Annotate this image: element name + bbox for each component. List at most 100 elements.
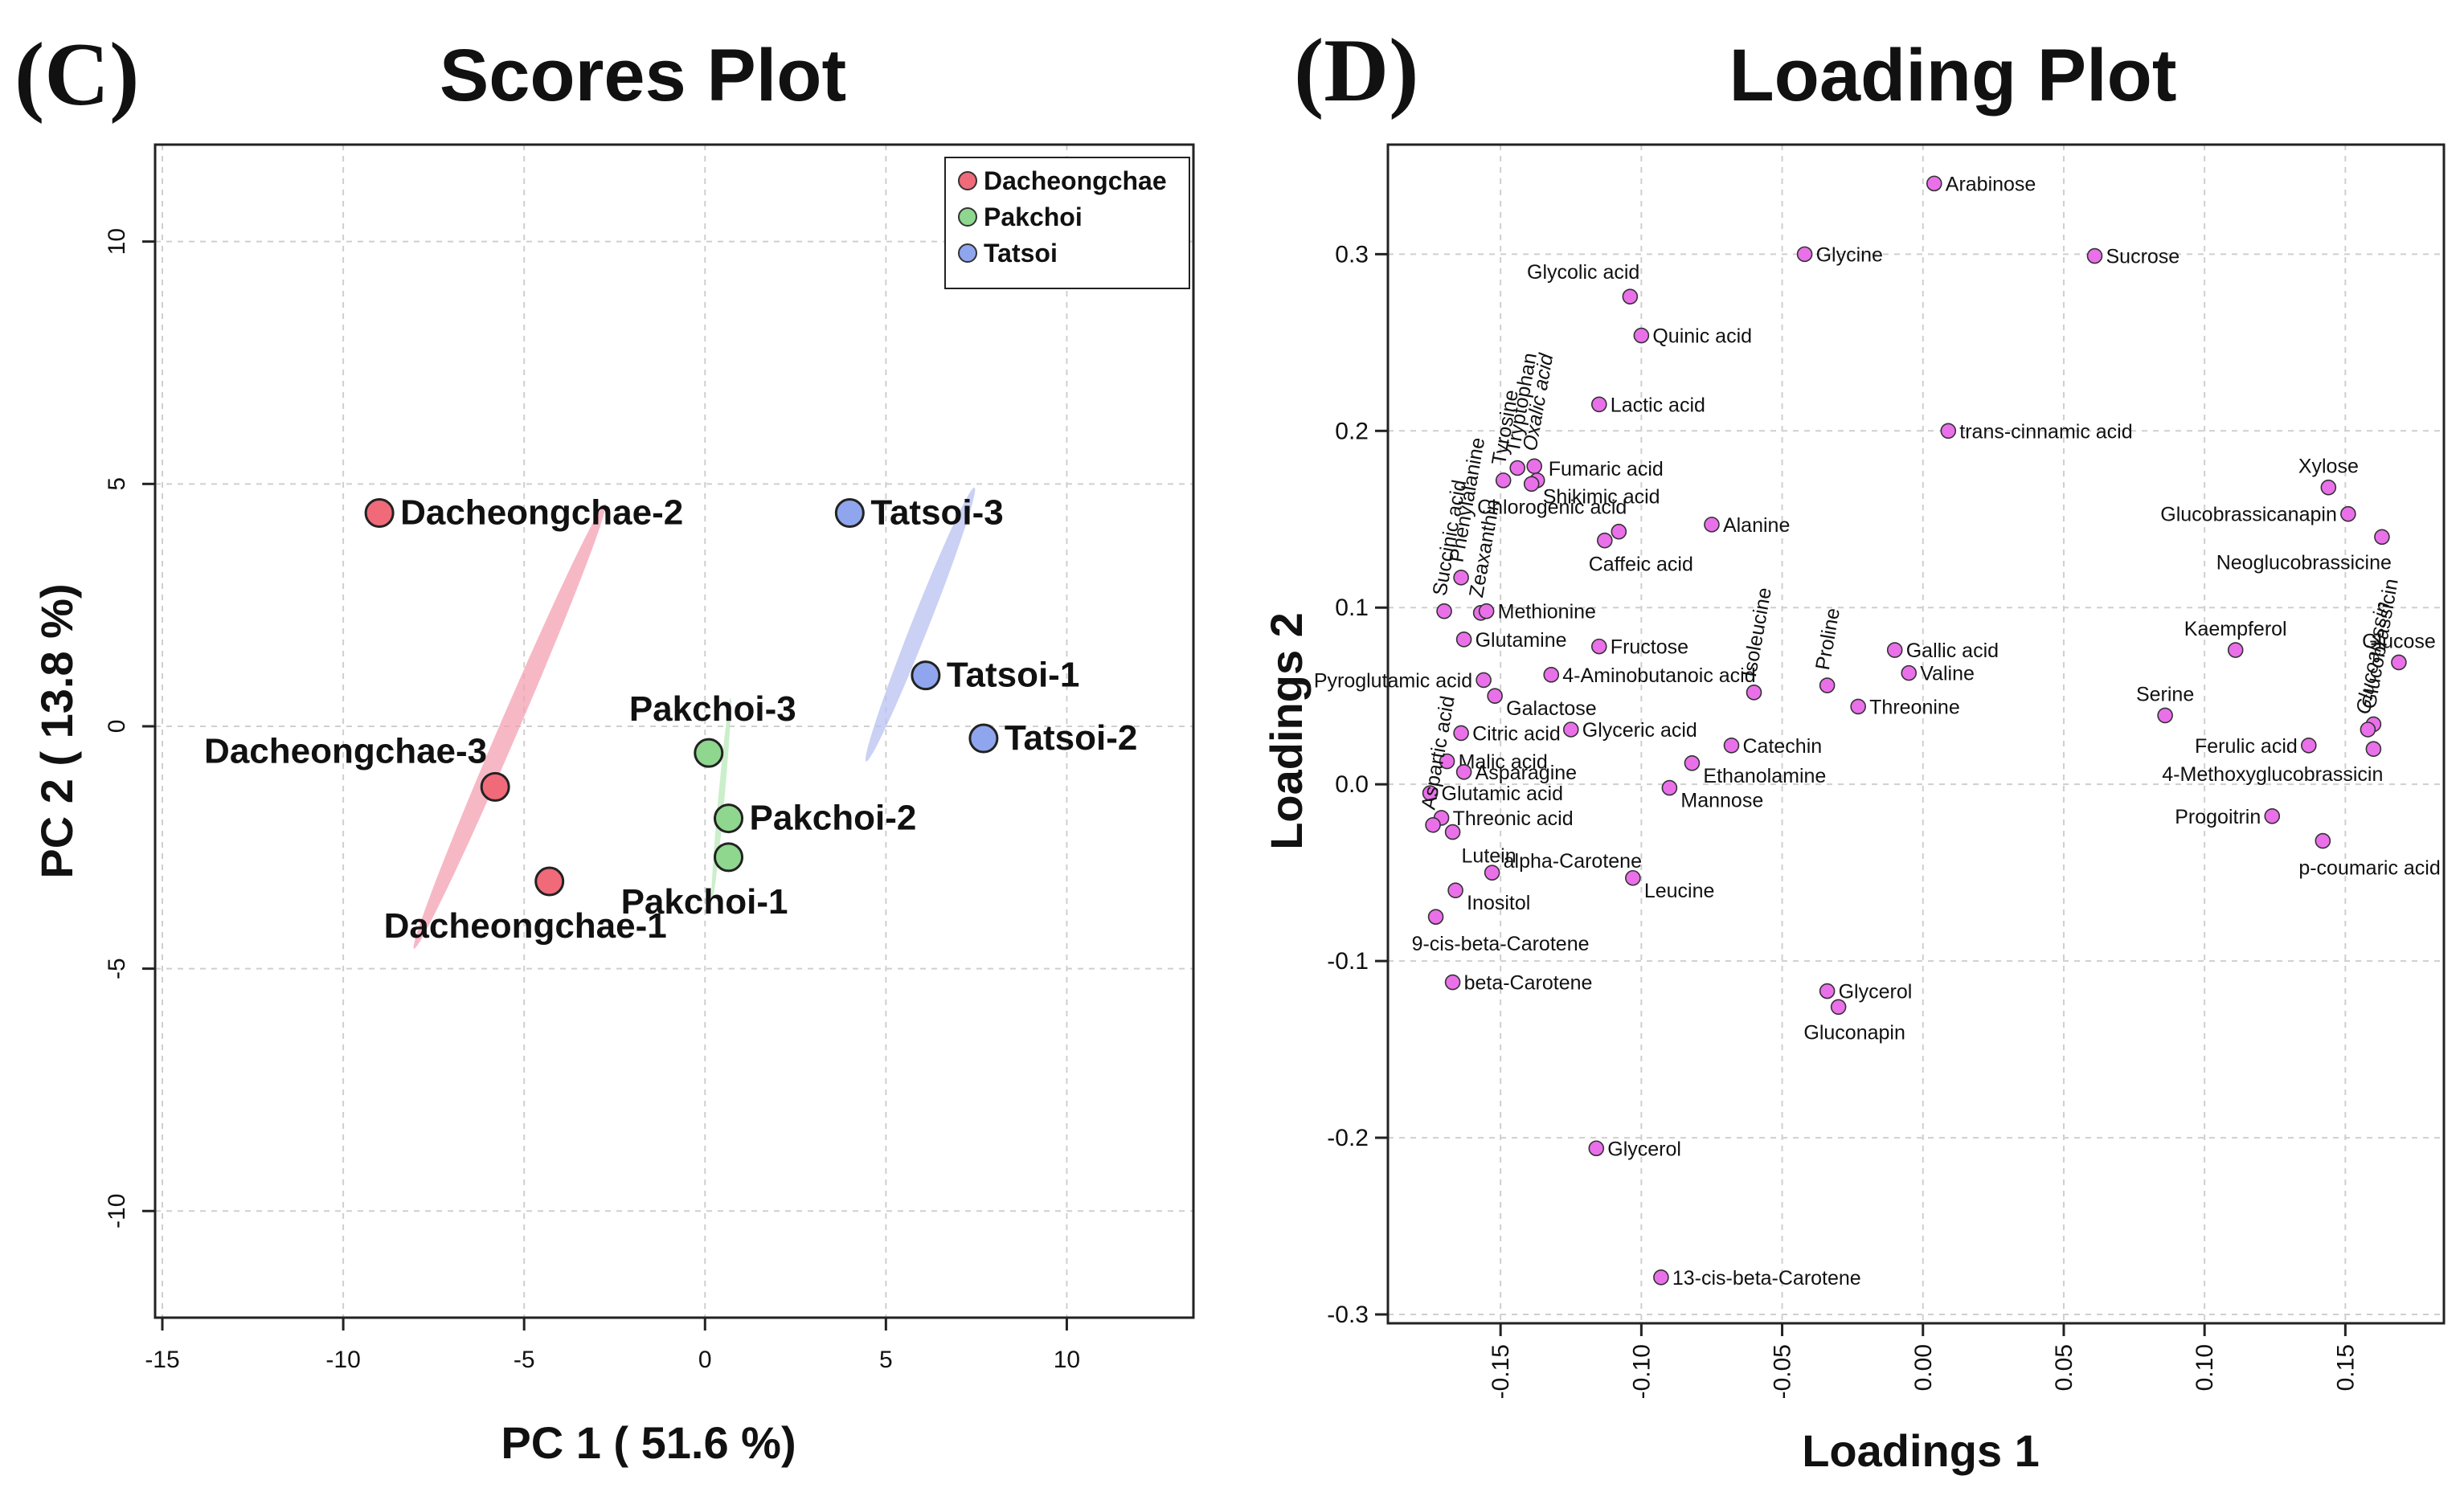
legend-pakchoi-label: Pakchoi [984,202,1083,231]
scores-ytick-label: -10 [104,1194,130,1228]
loading-ferulic-acid-label: Ferulic acid [2195,735,2298,758]
loading-xtick-label: -0.10 [1628,1344,1655,1399]
loading-aspartic-acid-point [1425,816,1441,833]
loading-p-coumaric-acid-point [2315,832,2331,849]
tatsoi-2-label: Tatsoi-2 [1005,718,1137,758]
loading-neoglucobrassicine-label: Neoglucobrassicine [2216,551,2392,574]
loading-x-axis-label: Loadings 1 [1802,1425,2040,1476]
legend-pakchoi-marker [958,207,977,227]
loading-catechin-point [1723,737,1740,754]
loading-phenylalanine-point [1453,570,1469,586]
scores-xtick-label: -15 [145,1347,179,1373]
tatsoi-1-point [911,660,941,691]
loading-glucose-point [2391,654,2407,671]
loading-xtick-label: 0.15 [2332,1344,2359,1391]
loading-malic-acid-label: Malic acid [1459,751,1548,774]
loading-quinic-acid-label: Quinic acid [1652,325,1752,348]
legend-tatsoi-marker [958,243,977,263]
pakchoi-3-label: Pakchoi-3 [629,689,796,729]
loading-shikimic-acid-point [1523,476,1540,493]
loading-arabinose-label: Arabinose [1946,173,2036,195]
loading-xylose-point [2320,479,2337,496]
loading-caffeic-acid-label: Caffeic acid [1589,554,1693,576]
scores-xtick-label: -10 [325,1347,360,1373]
loading-glucoalyssin-point [2360,721,2376,738]
loading-kaempferol-point [2227,642,2244,658]
pakchoi-1-point [714,842,744,873]
scores-axes: -15 -10 -5 0 5 10 10 5 0 -5 -10 [104,228,1080,1373]
loading-plot-frame [1386,143,2446,1325]
loading-chlorogenic-acid-point [1611,523,1627,540]
loading-fructose-label: Fructose [1611,636,1688,659]
loading-galactose-point [1487,688,1503,705]
loading-glutamine-label: Glutamine [1476,629,1567,652]
loading-alpha-carotene-point [1484,865,1500,881]
scores-ytick-label: 5 [104,477,130,491]
loading-glucobrassicanapin-point [2340,505,2356,522]
tatsoi-1-label: Tatsoi-1 [947,656,1079,695]
loading-xtick-label: 0.05 [2051,1344,2077,1391]
loading-4-aminobutanoic-acid-point [1543,667,1560,683]
loading-4-methoxyglucobrassicin-point [2365,741,2382,757]
loading-4-methoxyglucobrassicin-label: 4-Methoxyglucobrassicin [2162,763,2383,786]
loading-glycolic-acid-point [1622,288,1639,305]
loading-9-cis-beta-carotene-label: 9-cis-beta-Carotene [1412,933,1590,955]
loading-ytick-label: -0.2 [1327,1125,1369,1151]
loading-xtick-label: 0.10 [2192,1344,2218,1391]
loading-malic-acid-point [1439,753,1455,770]
loading-tyrosine-point [1495,472,1512,488]
loading-axes: -0.15 -0.10 -0.05 0.00 0.05 0.10 0.15 0.3 0.2 0.1… [1327,241,2359,1399]
scores-xtick-label: 10 [1054,1347,1080,1373]
scores-ytick-label: -5 [104,958,130,979]
loading-beta-carotene-label: beta-Carotene [1464,972,1593,995]
loading-ytick-label: -0.3 [1327,1302,1369,1328]
loading-glucose-label: Glucose [2362,630,2436,652]
loading-alpha-carotene-label: alpha-Carotene [1504,850,1642,873]
loading-ytick-label: 0.1 [1335,595,1369,621]
loading-sucrose-point [2086,247,2103,264]
legend-box [944,157,1190,289]
dacheongchae-ellipse [413,504,606,949]
loading-glutamic-acid-label: Glutamic acid [1442,783,1563,805]
dacheongchae-3-label: Dacheongchae-3 [204,731,487,771]
loading-lactic-acid-point [1591,396,1607,413]
loading-glycerol-point [1819,983,1836,999]
panel-c-tag: (C) [14,25,139,125]
loading-glycolic-acid-label: Glycolic acid [1527,261,1639,284]
loading-glutamic-acid-point [1422,785,1439,801]
scores-grid [155,145,1193,1318]
loading-mannose-label: Mannose [1680,790,1763,812]
loading-chlorogenic-acid-label: Chlorogenic acid [1477,497,1627,519]
loading-progoitrin-point [2264,807,2281,824]
scores-plot-title: Scores Plot [440,35,846,116]
loading-proline-point [1819,677,1836,693]
loading-9-cis-beta-carotene-point [1427,909,1444,925]
loading-leucine-point [1625,869,1641,886]
loading-glyceric-acid-label: Glyceric acid [1582,719,1697,742]
loading-leucine-label: Leucine [1644,880,1715,902]
loading-inositol-point [1447,882,1463,898]
tatsoi-3-point [834,498,865,529]
loading-methionine-point [1478,603,1495,619]
loading-glycerol-point [1588,1140,1605,1157]
loading-ytick-label: 0.0 [1335,771,1369,798]
loading-13-cis-beta-carotene-label: 13-cis-beta-Carotene [1672,1267,1861,1290]
loading-fumaric-acid-label: Fumaric acid [1549,458,1664,480]
loading-pyroglutamic-acid-point [1476,672,1492,689]
loading-ytick-label: 0.2 [1335,418,1369,444]
scores-xtick-label: -5 [514,1347,535,1373]
pakchoi-2-label: Pakchoi-2 [750,799,917,838]
loading-grid [1388,145,2444,1323]
scores-points: Dacheongchae-2 Dacheongchae-3 Dacheongchae… [204,493,1137,946]
scores-y-axis-label: PC 2 ( 13.8 %) [31,583,82,878]
scores-ytick-label: 10 [104,228,130,255]
loading-fructose-point [1591,638,1607,655]
loading-pyroglutamic-acid-label: Pyroglutamic acid [1314,669,1472,692]
loading-ethanolamine-label: Ethanolamine [1703,765,1826,787]
legend-dacheongchae-marker [958,171,977,190]
tatsoi-3-label: Tatsoi-3 [870,493,1003,533]
loading-alanine-point [1704,517,1720,533]
loading-quinic-acid-point [1633,327,1650,344]
loading-catechin-label: Catechin [1742,735,1822,758]
loading-inositol-label: Inositol [1467,892,1530,914]
